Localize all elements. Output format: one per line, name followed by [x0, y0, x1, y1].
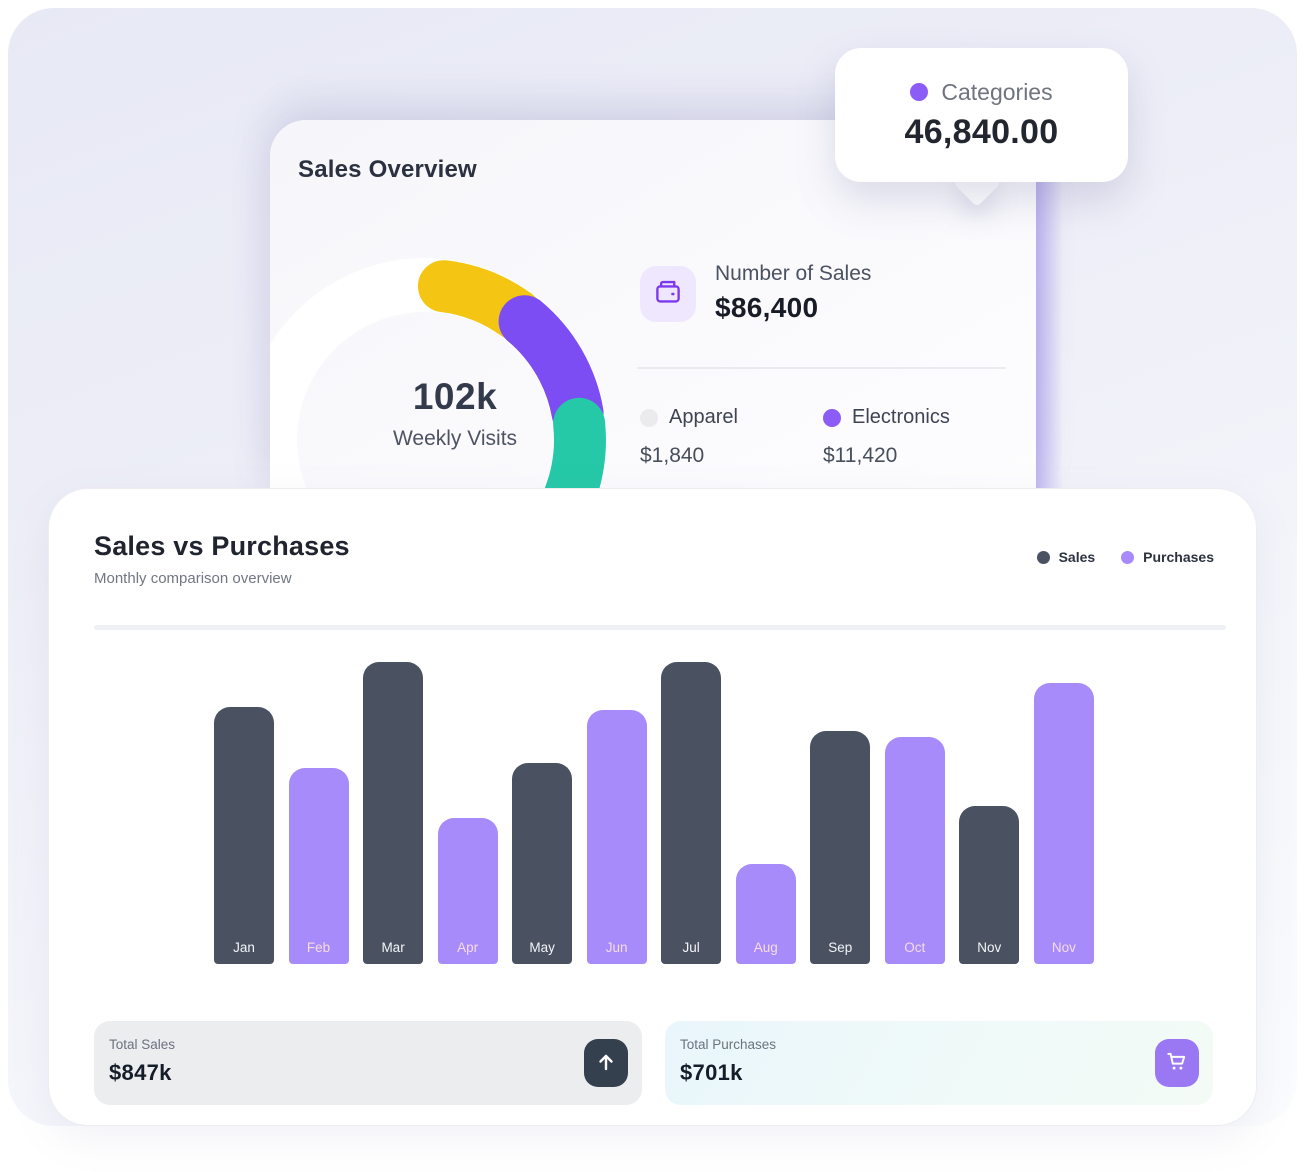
- bar-jun-purchases[interactable]: Jun: [586, 710, 647, 964]
- total-sales-label: Total Sales: [109, 1037, 176, 1052]
- arrow-up-icon: [594, 1050, 618, 1077]
- total-purchases-value: $701k: [680, 1060, 743, 1085]
- sales-overview-title: Sales Overview: [298, 156, 477, 183]
- bar-mar-sales[interactable]: Mar: [363, 662, 424, 964]
- legend-item-sales[interactable]: Sales: [1036, 549, 1096, 565]
- bar-month-label: Aug: [753, 940, 778, 955]
- number-of-sales-value: $86,400: [715, 292, 819, 323]
- totals-row: Total Sales $847k Total Purchases $701k: [94, 1021, 1213, 1105]
- chart-legend: Sales Purchases: [1036, 549, 1214, 565]
- bar-month-label: Mar: [381, 940, 405, 955]
- bar-jan-sales[interactable]: Jan: [214, 707, 274, 964]
- legend-item-purchases[interactable]: Purchases: [1121, 549, 1214, 565]
- bar-month-label: Nov: [977, 940, 1002, 955]
- bar-month-label: May: [529, 940, 555, 955]
- total-sales-value: $847k: [109, 1060, 172, 1085]
- gauge-center-text: 102k Weekly Visits: [345, 376, 565, 451]
- wallet-icon-box: [640, 266, 696, 322]
- tooltip-highlight-band: [1036, 182, 1063, 488]
- number-of-sales-label: Number of Sales: [715, 262, 872, 285]
- weekly-visits-gauge-chart: [270, 258, 607, 488]
- total-purchases-button[interactable]: [1155, 1039, 1199, 1087]
- total-sales-button[interactable]: [584, 1039, 628, 1087]
- gauge-segment-teal[interactable]: [544, 397, 606, 488]
- categories-tooltip-label: Categories: [941, 78, 1053, 105]
- electronics-value: $11,420: [823, 444, 898, 467]
- categories-tooltip-value: 46,840.00: [904, 112, 1059, 151]
- bar-oct-purchases[interactable]: Oct: [884, 737, 945, 964]
- bar-month-label: Apr: [457, 940, 479, 955]
- header-divider: [94, 625, 1226, 630]
- bar-nov-purchases[interactable]: Nov: [1033, 683, 1094, 964]
- overview-divider: [637, 367, 1006, 369]
- weekly-visits-label: Weekly Visits: [392, 427, 518, 450]
- breakdown-electronics[interactable]: Electronics $11,420: [823, 406, 950, 468]
- breakdown-apparel[interactable]: Apparel $1,840: [640, 406, 738, 468]
- bar-month-label: Nov: [1051, 940, 1076, 955]
- total-purchases-label: Total Purchases: [680, 1037, 777, 1052]
- bar-aug-purchases[interactable]: Aug: [735, 864, 796, 964]
- bar-jul-sales[interactable]: Jul: [661, 662, 722, 964]
- comparison-title: Sales vs Purchases: [94, 531, 350, 561]
- legend-purchases-label: Purchases: [1143, 549, 1214, 565]
- bar-month-label: Jul: [682, 940, 700, 955]
- bar-month-label: Sep: [828, 940, 853, 955]
- total-purchases-card: Total Purchases $701k: [665, 1021, 1213, 1105]
- electronics-label: Electronics: [852, 406, 950, 428]
- comparison-subtitle: Monthly comparison overview: [94, 570, 292, 587]
- apparel-dot-icon: [640, 408, 658, 427]
- bar-apr-purchases[interactable]: Apr: [437, 818, 498, 964]
- weekly-visits-value: 102k: [412, 376, 498, 417]
- bar-sep-sales[interactable]: Sep: [810, 731, 871, 964]
- apparel-value: $1,840: [640, 444, 705, 467]
- bar-may-sales[interactable]: May: [512, 763, 573, 964]
- purchases-dot-icon: [1121, 550, 1135, 564]
- bar-chart: Jan Feb Mar Apr May Jun Jul Aug Sep Oct Nov Nov: [214, 654, 1094, 964]
- bar-month-label: Jun: [605, 940, 628, 955]
- cart-icon: [1164, 1049, 1190, 1078]
- wallet-icon: [653, 277, 683, 312]
- categories-dot-icon: [910, 83, 929, 101]
- bar-feb-purchases[interactable]: Feb: [288, 768, 349, 964]
- apparel-label: Apparel: [669, 406, 738, 428]
- legend-sales-label: Sales: [1058, 549, 1096, 565]
- bar-month-label: Jan: [233, 940, 255, 955]
- bar-nov-sales[interactable]: Nov: [959, 806, 1020, 964]
- sales-vs-purchases-card: Sales vs Purchases Monthly comparison ov…: [48, 488, 1257, 1126]
- bar-month-label: Oct: [904, 940, 926, 955]
- categories-tooltip: Categories 46,840.00: [835, 48, 1128, 182]
- total-sales-card: Total Sales $847k: [94, 1021, 642, 1105]
- electronics-dot-icon: [823, 408, 841, 427]
- sales-dot-icon: [1036, 550, 1050, 564]
- bar-month-label: Feb: [306, 940, 331, 955]
